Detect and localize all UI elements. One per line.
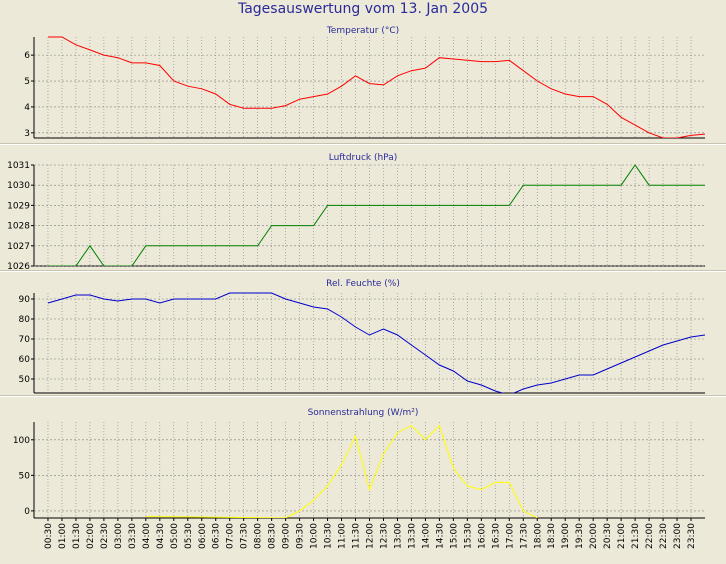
humidity-line <box>47 292 705 393</box>
y-tick-label: 1028 <box>7 222 30 232</box>
chart-panel-2: Luftdruck (hPa) 1026 1027 1028 1029 1030 1031 <box>7 153 705 272</box>
x-tick-label: 10:30 <box>324 523 334 549</box>
chart-title: Luftdruck (hPa) <box>329 153 398 163</box>
x-tick-label: 11:30 <box>352 523 362 549</box>
panel-separator <box>0 144 726 145</box>
y-tick-label: 1030 <box>7 181 30 191</box>
x-tick-label: 07:00 <box>226 523 236 549</box>
x-tick-label: 04:30 <box>156 523 166 549</box>
x-tick-label: 01:00 <box>58 523 68 549</box>
y-tick-label: 70 <box>19 335 31 345</box>
panel-separator <box>0 396 726 397</box>
x-tick-label: 16:00 <box>477 523 487 549</box>
y-tick-label: 60 <box>19 355 31 365</box>
y-tick-label: 1031 <box>7 161 30 171</box>
x-tick-label: 07:30 <box>240 523 250 549</box>
x-tick-label: 14:30 <box>435 523 445 549</box>
x-tick-label: 05:30 <box>184 523 194 549</box>
x-tick-label: 03:00 <box>114 523 124 549</box>
panel-separator <box>0 143 726 144</box>
x-tick-label: 20:30 <box>603 523 613 549</box>
y-tick-label: 4 <box>24 103 30 113</box>
x-tick-label: 14:00 <box>421 523 431 549</box>
temperature-line <box>48 36 705 138</box>
y-tick-label: 3 <box>24 129 30 139</box>
x-tick-label: 02:30 <box>100 523 110 549</box>
y-tick-label: 0 <box>24 507 30 517</box>
chart-panel-4: Sonnenstrahlung (W/m²) 0 50 100 <box>13 408 705 519</box>
x-tick-label: 10:00 <box>310 523 320 549</box>
x-tick-label: 12:30 <box>379 523 389 549</box>
y-tick-label: 5 <box>24 77 30 87</box>
x-tick-label: 19:30 <box>575 523 585 549</box>
x-tick-label: 19:00 <box>561 523 571 549</box>
x-tick-label: 22:30 <box>659 523 669 549</box>
panel-separator <box>0 271 726 272</box>
x-tick-label: 00:30 <box>44 523 54 549</box>
x-tick-label: 17:00 <box>505 523 515 549</box>
x-tick-label: 21:00 <box>617 523 627 549</box>
x-tick-label: 13:30 <box>407 523 417 549</box>
x-tick-label: 18:00 <box>533 523 543 549</box>
x-tick-label: 17:30 <box>519 523 529 549</box>
x-tick-label: 09:00 <box>282 523 292 549</box>
chart-title: Sonnenstrahlung (W/m²) <box>308 408 419 418</box>
y-tick-label: 1029 <box>7 201 30 211</box>
pressure-line <box>48 164 705 266</box>
x-tick-label: 04:00 <box>142 523 152 549</box>
x-tick-label: 21:30 <box>631 523 641 549</box>
x-tick-label: 15:00 <box>449 523 459 549</box>
x-tick-label: 06:30 <box>212 523 222 549</box>
x-tick-label: 11:00 <box>338 523 348 549</box>
x-tick-label: 16:30 <box>491 523 501 549</box>
chart-title: Rel. Feuchte (%) <box>326 279 400 289</box>
y-tick-label: 1027 <box>7 242 30 252</box>
y-tick-label: 90 <box>19 295 31 305</box>
chart-panel-1: Temperatur (°C) 3 4 5 6 <box>24 26 705 139</box>
x-tick-label: 06:00 <box>198 523 208 549</box>
x-tick-label: 13:00 <box>393 523 403 549</box>
y-tick-label: 80 <box>19 315 31 325</box>
x-tick-label: 18:30 <box>547 523 557 549</box>
x-tick-label: 15:30 <box>463 523 473 549</box>
x-tick-label: 23:00 <box>673 523 683 549</box>
page-title: Tagesauswertung vom 13. Jan 2005 <box>237 1 489 17</box>
y-tick-label: 6 <box>24 51 30 61</box>
chart-title: Temperatur (°C) <box>326 26 399 36</box>
chart-panel-3: Rel. Feuchte (%) 50 60 70 80 90 <box>19 279 705 394</box>
panel-separator <box>0 270 726 271</box>
y-tick-label: 100 <box>13 436 30 446</box>
x-tick-label: 08:00 <box>254 523 264 549</box>
y-tick-label: 50 <box>19 471 31 481</box>
x-tick-label: 08:30 <box>268 523 278 549</box>
x-tick-label: 22:00 <box>645 523 655 549</box>
radiation-line <box>145 424 538 518</box>
x-tick-label: 02:00 <box>86 523 96 549</box>
x-tick-label: 20:00 <box>589 523 599 549</box>
x-tick-label: 01:30 <box>72 523 82 549</box>
x-tick-label: 03:30 <box>128 523 138 549</box>
x-tick-label: 23:30 <box>687 523 697 549</box>
y-tick-label: 1026 <box>7 262 30 272</box>
x-tick-label: 09:30 <box>296 523 306 549</box>
panel-separator <box>0 395 726 396</box>
x-tick-label: 12:00 <box>366 523 376 549</box>
y-tick-label: 50 <box>19 375 31 385</box>
x-tick-label: 05:00 <box>170 523 180 549</box>
